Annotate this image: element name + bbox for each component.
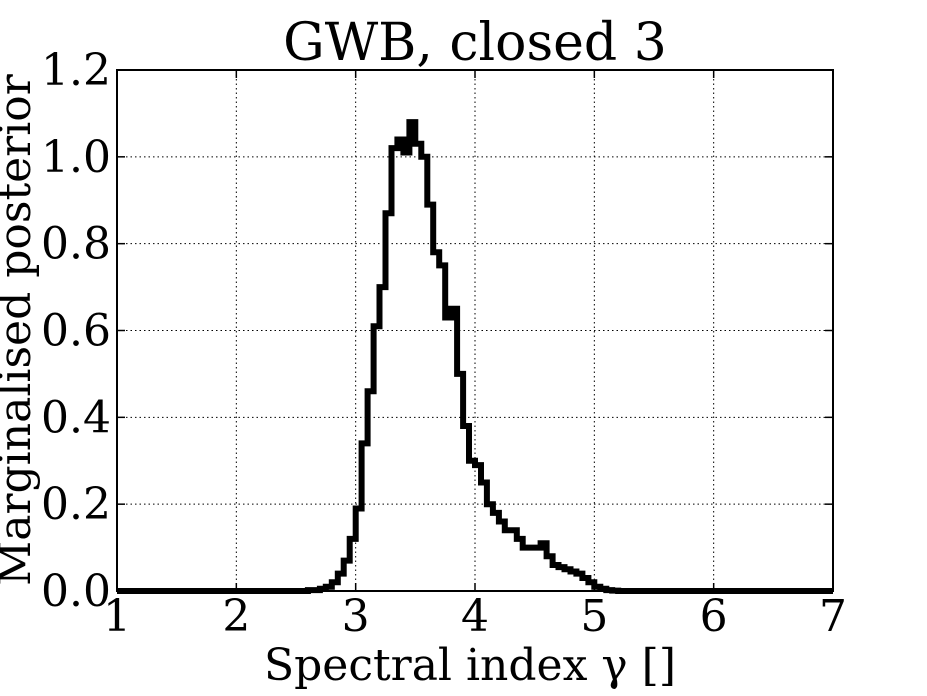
x-tick-label: 6 xyxy=(700,591,728,642)
x-tick-label: 2 xyxy=(222,591,250,642)
chart-title: GWB, closed 3 xyxy=(283,13,667,73)
x-tick-label: 5 xyxy=(580,591,608,642)
x-tick-label: 7 xyxy=(819,591,847,642)
y-axis-label: Marginalised posterior xyxy=(0,73,41,586)
y-tick-label: 1.2 xyxy=(41,45,111,96)
y-tick-label: 0.4 xyxy=(41,392,111,443)
x-tick-label: 4 xyxy=(461,591,489,642)
y-tick-label: 0.8 xyxy=(41,219,111,270)
y-tick-label: 0.0 xyxy=(41,566,111,617)
axis-ticks: 1 2 3 4 5 6 7 0.0 0.2 0.4 0.6 0.8 1.0 1.2 xyxy=(41,45,847,642)
y-tick-label: 1.0 xyxy=(41,132,111,183)
y-tick-label: 0.2 xyxy=(41,479,111,530)
y-tick-label: 0.6 xyxy=(41,306,111,357)
x-tick-label: 1 xyxy=(103,591,131,642)
x-tick-label: 3 xyxy=(342,591,370,642)
posterior-step-line xyxy=(117,119,833,594)
x-axis-label: Spectral index γ [] xyxy=(264,640,676,691)
grid-lines xyxy=(117,70,833,591)
